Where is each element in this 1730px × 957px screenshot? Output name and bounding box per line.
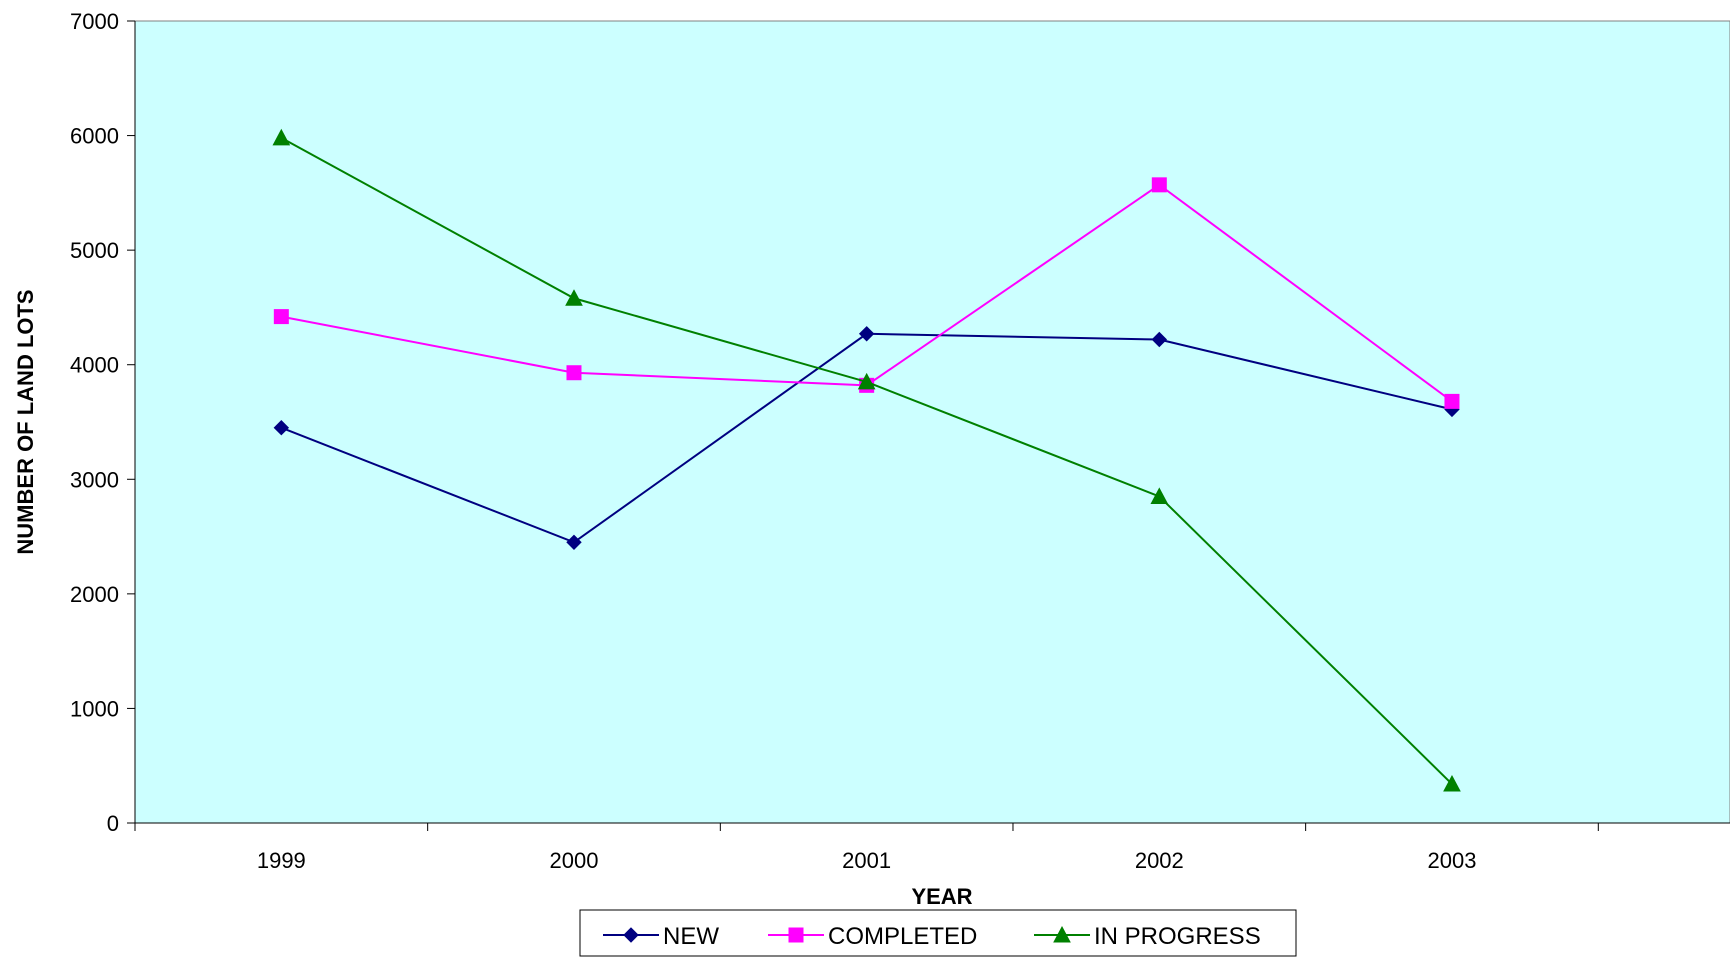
x-tick-label: 2001 — [842, 848, 891, 873]
series-new — [273, 326, 1460, 551]
legend-label: IN PROGRESS — [1094, 923, 1261, 950]
data-point-new — [858, 326, 875, 342]
series-layer — [272, 128, 1461, 792]
data-point-in-progress — [565, 289, 583, 306]
x-tick-label: 2000 — [550, 848, 599, 873]
legend-marker — [788, 927, 804, 943]
x-tick-label: 2002 — [1135, 848, 1184, 873]
data-point-in-progress — [857, 372, 876, 390]
legend-item-new: NEW — [603, 923, 719, 950]
y-tick-label: 0 — [107, 811, 119, 836]
legend-items: NEW COMPLETED IN PROGRESS — [603, 923, 1261, 950]
y-tick-label: 1000 — [70, 696, 119, 721]
legend-item-completed: COMPLETED — [768, 923, 977, 950]
y-tick-label: 3000 — [70, 467, 119, 492]
y-axis-title: NUMBER OF LAND LOTS — [13, 289, 38, 554]
data-point-completed — [566, 365, 582, 381]
x-tick-label: 2003 — [1427, 848, 1476, 873]
data-point-in-progress — [1150, 487, 1169, 504]
legend-label: COMPLETED — [828, 923, 977, 950]
data-point-in-progress — [272, 128, 291, 146]
y-tick-label: 7000 — [70, 9, 119, 34]
data-point-new — [566, 534, 582, 551]
legend-label: NEW — [663, 923, 719, 950]
data-point-new — [1151, 331, 1168, 348]
y-tick-label: 6000 — [70, 124, 119, 149]
data-point-completed — [1444, 393, 1460, 409]
data-point-completed — [273, 309, 289, 325]
legend-box — [579, 909, 1297, 957]
legend-marker — [623, 927, 639, 943]
legend-marker — [1053, 925, 1071, 943]
y-tick-label: 5000 — [70, 238, 119, 263]
x-axis-title: YEAR — [911, 884, 972, 909]
legend: NEW COMPLETED IN PROGRESS — [579, 909, 1297, 957]
data-point-in-progress — [1443, 774, 1461, 792]
data-point-completed — [1151, 177, 1167, 193]
plot-area — [134, 20, 1730, 824]
y-tick-label: 4000 — [70, 353, 119, 378]
y-tick-label: 2000 — [70, 582, 119, 607]
legend-item-in-progress: IN PROGRESS — [1034, 923, 1261, 950]
y-axis-ticks: 0 1000 2000 3000 4000 5000 6000 7000 — [70, 9, 135, 836]
data-point-new — [273, 420, 290, 436]
x-axis-ticks: 1999 2000 2001 2002 2003 — [134, 823, 1599, 873]
series-in-progress — [272, 128, 1461, 792]
x-tick-label: 1999 — [257, 848, 306, 873]
